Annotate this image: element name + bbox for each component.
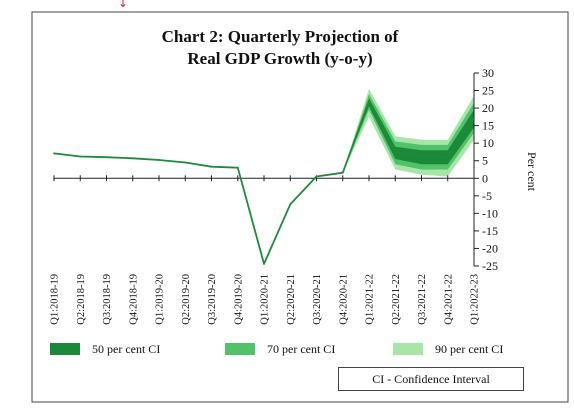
x-tick-label: Q4:2019-20 [233,274,244,325]
legend-swatch-70ci [225,343,255,355]
x-tick-label: Q2:2018-19 [76,274,87,325]
x-tick-label: Q3:2019-20 [207,274,218,325]
scroll-marker-icon: ↓ [118,0,129,10]
gdp-point [420,154,423,157]
gdp-point [105,156,108,159]
gdp-point [368,100,370,102]
legend-item-90ci: 90 per cent CI [393,341,503,357]
x-tick-label: Q3:2018-19 [102,274,113,325]
x-tick-label: Q2:2019-20 [181,274,192,325]
axes [53,72,479,267]
gdp-point [158,159,160,161]
x-tick-label: Q4:2021-22 [443,274,454,325]
gdp-point [210,165,213,168]
legend-item-70ci: 70 per cent CI [225,341,335,357]
y-tick-label: 15 [482,119,494,133]
chart-title-block: Chart 2: Quarterly Projection of Real GD… [90,26,470,70]
y-tick-label: -15 [482,224,498,238]
x-tick-label: Q4:2018-19 [128,274,139,325]
gdp-point [79,155,82,158]
x-tick-label: Q2:2021-22 [391,274,402,325]
gdp-series [53,100,475,265]
gdp-point [394,151,397,153]
confidence-bands [342,88,474,177]
chart-title: Chart 2: Quarterly Projection of [161,27,399,46]
legend-label-90ci: 90 per cent CI [435,341,504,356]
gdp-point [289,203,292,206]
gdp-point [446,156,449,159]
x-tick-label: Q1:2021-22 [365,274,376,325]
gdp-point [315,175,318,178]
x-tick-label: Q1:2022-23 [470,274,481,325]
gdp-point [53,152,55,155]
y-tick-label: 20 [482,101,494,115]
y-tick-label: -20 [482,241,498,255]
gdp-point [341,171,344,174]
gdp-line [53,100,475,265]
y-tick-label: 25 [482,84,494,98]
ci-band-50 [342,98,474,173]
gdp-point [184,161,187,164]
gdp-point [131,157,134,160]
x-tick-label: Q3:2021-22 [417,274,428,325]
y-tick-label: 10 [482,136,494,150]
x-tick-label: Q3:2020-21 [312,274,323,325]
y-tick-label: 30 [482,66,494,80]
gdp-point [473,117,475,120]
legend-swatch-90ci [393,343,423,355]
x-tick-label: Q2:2020-21 [286,274,297,325]
y-tick-label: 0 [482,171,488,185]
y-tick-label: -5 [482,189,492,203]
legend-item-50ci: 50 per cent CI [50,341,160,357]
y-tick-label: 5 [482,154,488,168]
gdp-point [263,262,265,265]
chart-subtitle: Real GDP Growth (y-o-y) [187,49,373,68]
y-tick-label: -25 [482,259,498,273]
y-axis-label: Per cent [525,152,539,192]
legend-label-70ci: 70 per cent CI [267,341,336,356]
legend-label-50ci: 50 per cent CI [92,341,161,356]
ci-note-text: CI - Confidence Interval [372,371,490,386]
x-tick-label: Q4:2020-21 [338,274,349,325]
y-tick-label: -10 [482,206,498,220]
x-tick-label: Q1:2019-20 [155,274,166,325]
ci-note: CI - Confidence Interval [338,367,524,391]
x-tick-label: Q1:2020-21 [260,274,271,325]
legend-swatch-50ci [50,343,80,355]
tick-labels: 30 25 20 15 10 5 0 -5 -10 -15 -20 -25 Per cent Q1:201… [50,66,540,325]
x-tick-label: Q1:2018-19 [50,274,61,325]
gdp-point [236,166,239,169]
